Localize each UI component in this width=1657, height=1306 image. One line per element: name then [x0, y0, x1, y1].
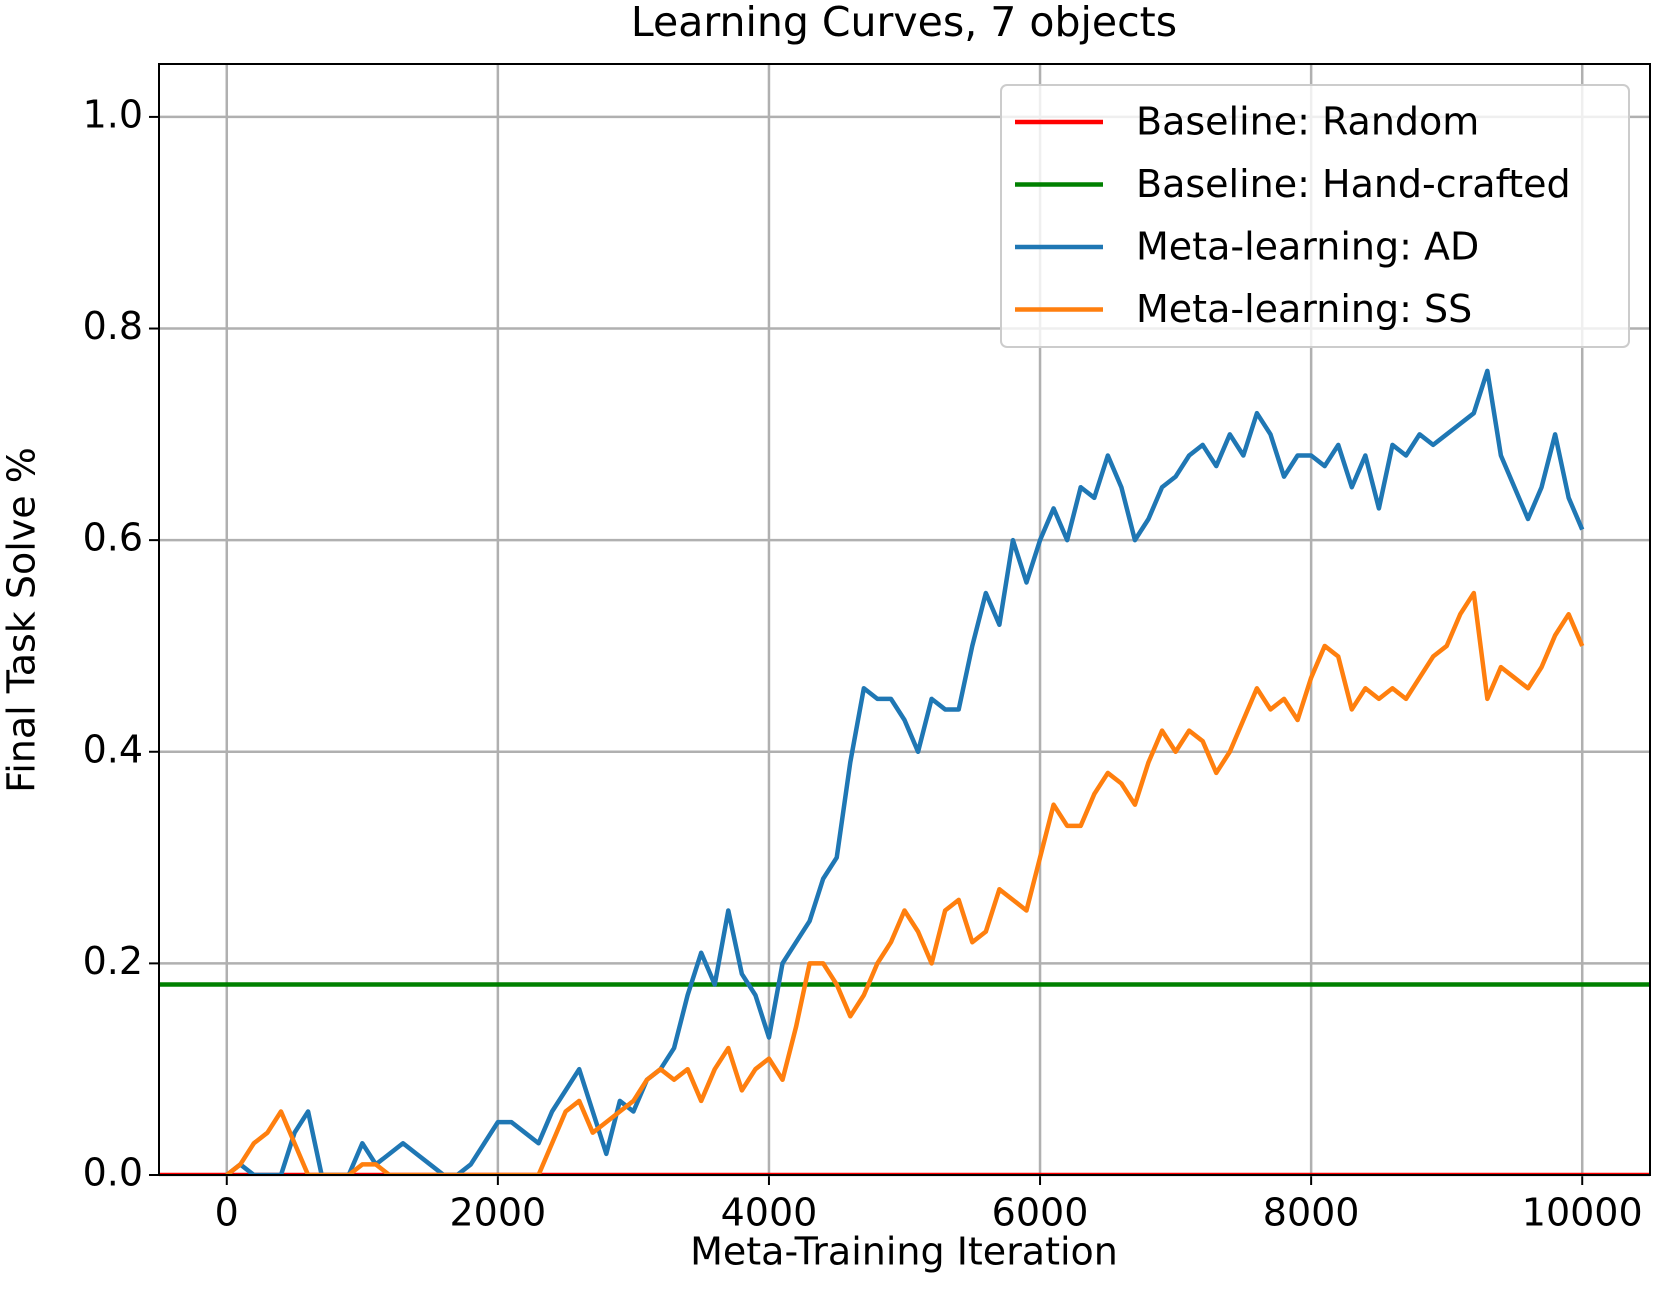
chart-title: Learning Curves, 7 objects — [631, 0, 1177, 46]
y-tick-label: 0.4 — [83, 727, 143, 771]
legend-label: Meta-learning: AD — [1136, 225, 1479, 269]
legend-box — [1000, 84, 1630, 348]
legend-label: Baseline: Hand-crafted — [1136, 162, 1571, 206]
y-tick-label: 1.0 — [83, 92, 143, 136]
series-line — [225, 368, 1585, 1175]
x-tick-label: 8000 — [1263, 1191, 1360, 1235]
x-tick-label: 2000 — [450, 1191, 547, 1235]
x-tick-label: 10000 — [1522, 1191, 1643, 1235]
x-axis-label: Meta-Training Iteration — [690, 1230, 1118, 1274]
y-tick-label: 0.2 — [83, 939, 143, 983]
plot-frame — [158, 63, 1651, 1176]
series-line — [225, 590, 1585, 1175]
y-axis-label: Final Task Solve % — [0, 447, 44, 793]
y-tick-label: 0.6 — [83, 516, 143, 560]
legend-label: Baseline: Random — [1136, 100, 1479, 144]
x-tick-label: 0 — [215, 1191, 239, 1235]
x-tick-label: 6000 — [992, 1191, 1089, 1235]
legend-label: Meta-learning: SS — [1136, 287, 1472, 331]
y-tick-label: 0.0 — [83, 1151, 143, 1195]
y-tick-label: 0.8 — [83, 304, 143, 348]
x-tick-label: 4000 — [721, 1191, 818, 1235]
